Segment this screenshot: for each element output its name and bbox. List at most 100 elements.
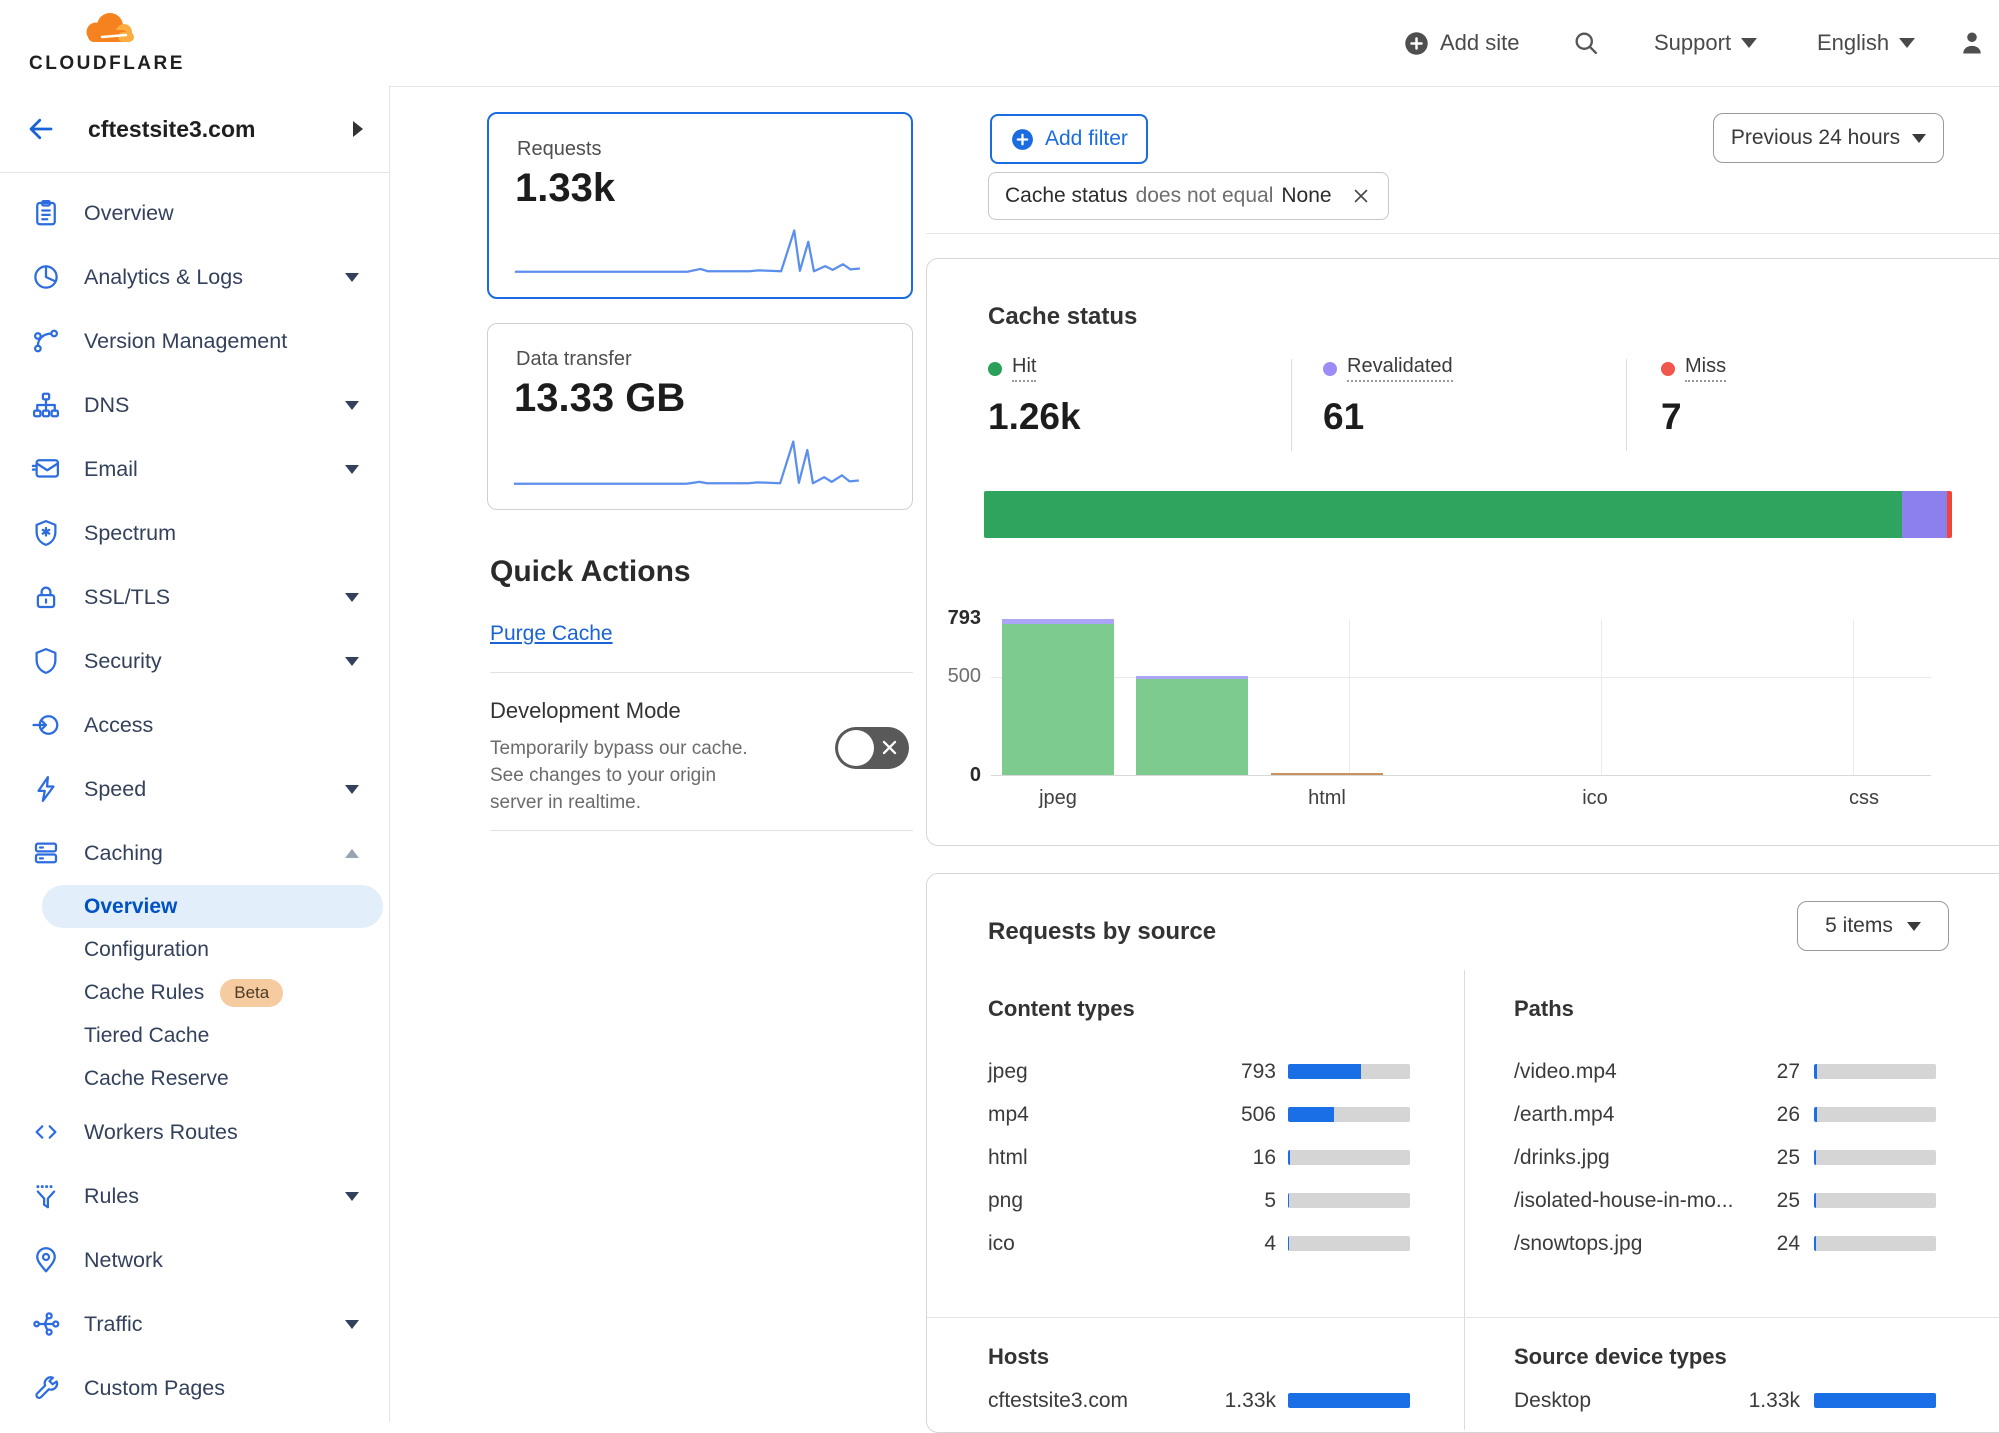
sidebar-item-ssl-tls[interactable]: SSL/TLS	[0, 565, 389, 629]
sidebar-subitem-cache-rules[interactable]: Cache Rules Beta	[0, 971, 389, 1014]
row-bar-fill	[1288, 1393, 1410, 1408]
source-device-types-header: Source device types	[1514, 1344, 1727, 1369]
sidebar-item-analytics-logs[interactable]: Analytics & Logs	[0, 245, 389, 309]
html-bar[interactable]	[1270, 619, 1383, 776]
row-value: 793	[1240, 1059, 1276, 1083]
chevron-right-icon[interactable]	[353, 121, 363, 137]
bar-6[interactable]	[1673, 619, 1786, 776]
sidebar-item-version-management[interactable]: Version Management	[0, 309, 389, 373]
row-label: png	[988, 1188, 1024, 1212]
table-row[interactable]: /drinks.jpg 25	[1514, 1136, 1944, 1179]
sidebar-item-label: Speed	[84, 776, 147, 801]
back-arrow-icon[interactable]	[26, 114, 56, 144]
jpeg-bar[interactable]	[1002, 619, 1115, 776]
revalidated-label[interactable]: Revalidated	[1347, 355, 1453, 382]
cloudflare-logo[interactable]: CLOUDFLARE	[22, 6, 192, 75]
items-count-dropdown[interactable]: 5 items	[1797, 901, 1949, 951]
add-site-button[interactable]: Add site	[1403, 0, 1520, 86]
table-row[interactable]: /earth.mp4 26	[1514, 1093, 1944, 1136]
table-row[interactable]: png 5	[988, 1179, 1418, 1222]
sidebar-item-caching[interactable]: Caching	[0, 821, 389, 885]
purge-cache-link[interactable]: Purge Cache	[490, 622, 613, 645]
css-bar[interactable]	[1807, 619, 1920, 776]
sidebar-item-label: Email	[84, 456, 138, 481]
row-bar	[1814, 1150, 1936, 1165]
sidebar-item-traffic[interactable]: Traffic	[0, 1292, 389, 1356]
row-label: ico	[988, 1231, 1015, 1255]
sidebar-item-email[interactable]: Email	[0, 437, 389, 501]
bar-slot-html	[1260, 619, 1394, 776]
table-row[interactable]: cftestsite3.com 1.33k	[988, 1379, 1418, 1422]
sidebar-item-rules[interactable]: Rules	[0, 1164, 389, 1228]
table-row[interactable]: jpeg 793	[988, 1050, 1418, 1093]
table-row[interactable]: ico 4	[988, 1222, 1418, 1265]
chevron-down-icon	[345, 592, 359, 602]
pie-chart-icon	[30, 261, 62, 293]
sidebar-item-label: Analytics & Logs	[84, 264, 243, 289]
row-label: /snowtops.jpg	[1514, 1231, 1643, 1255]
row-bar-fill	[1814, 1236, 1817, 1251]
png-bar[interactable]	[1404, 619, 1517, 776]
sidebar-item-custom-pages[interactable]: Custom Pages	[0, 1356, 389, 1420]
mp4-bar[interactable]	[1136, 619, 1249, 776]
account-menu[interactable]	[1958, 0, 1986, 86]
development-mode-toggle[interactable]	[835, 727, 909, 769]
hosts-header: Hosts	[988, 1344, 1050, 1369]
sidebar-item-label: Version Management	[84, 328, 288, 353]
table-row[interactable]: Desktop 1.33k	[1514, 1379, 1944, 1422]
table-row[interactable]: /video.mp4 27	[1514, 1050, 1944, 1093]
gridline	[1853, 619, 1854, 776]
chevron-up-icon	[345, 848, 359, 858]
sidebar-item-spectrum[interactable]: Spectrum	[0, 501, 389, 565]
language-menu[interactable]: English	[1817, 0, 1916, 86]
sidebar-item-overview[interactable]: Overview	[0, 181, 389, 245]
filter-chip[interactable]: Cache status does not equal None	[988, 172, 1389, 220]
bar-segment	[1002, 619, 1115, 624]
table-row[interactable]: /snowtops.jpg 24	[1514, 1222, 1944, 1265]
sidebar-item-network[interactable]: Network	[0, 1228, 389, 1292]
row-bar	[1814, 1236, 1936, 1251]
data-transfer-metric-card[interactable]: Data transfer 13.33 GB	[487, 323, 913, 510]
sidebar-item-security[interactable]: Security	[0, 629, 389, 693]
revalidated-segment	[1902, 491, 1947, 538]
miss-label[interactable]: Miss	[1685, 355, 1727, 382]
sidebar-item-label: Overview	[84, 200, 174, 225]
sidebar-item-label: Spectrum	[84, 520, 177, 545]
add-filter-button[interactable]: Add filter	[990, 114, 1148, 164]
row-bar	[1288, 1236, 1410, 1251]
search-button[interactable]	[1572, 0, 1600, 86]
sidebar-subitem-configuration[interactable]: Configuration	[0, 928, 389, 971]
bar-slot-css	[1797, 619, 1931, 776]
sidebar-subitem-label: Cache Rules	[84, 980, 205, 1004]
sidebar-item-dns[interactable]: DNS	[0, 373, 389, 437]
time-range-dropdown[interactable]: Previous 24 hours	[1713, 113, 1944, 163]
ico-bar[interactable]	[1539, 619, 1652, 776]
support-menu[interactable]: Support	[1654, 0, 1758, 86]
lightning-icon	[30, 773, 62, 805]
sidebar-subitem-cache-reserve[interactable]: Cache Reserve	[0, 1057, 389, 1100]
sidebar-subitem-label: Cache Reserve	[84, 1066, 229, 1090]
chevron-down-icon	[345, 656, 359, 666]
sidebar-item-speed[interactable]: Speed	[0, 757, 389, 821]
table-row[interactable]: html 16	[988, 1136, 1418, 1179]
gridline	[1601, 619, 1602, 776]
hit-label[interactable]: Hit	[1012, 355, 1037, 382]
sidebar-subitem-caching-overview[interactable]: Overview	[42, 885, 383, 928]
remove-filter-button[interactable]	[1350, 185, 1372, 207]
table-row[interactable]: /isolated-house-in-mo... 25	[1514, 1179, 1944, 1222]
cache-status-panel: Cache status Hit 1.26k Revalidated 61 Mi…	[926, 258, 1999, 846]
share-nodes-icon	[30, 1308, 62, 1340]
requests-metric-card[interactable]: Requests 1.33k	[487, 112, 913, 299]
sidebar-item-label: Network	[84, 1247, 163, 1272]
bar-segment	[1136, 678, 1249, 776]
sidebar-subitem-tiered-cache[interactable]: Tiered Cache	[0, 1014, 389, 1057]
table-row[interactable]: mp4 506	[988, 1093, 1418, 1136]
x-axis-line	[991, 775, 1931, 776]
sidebar-item-workers-routes[interactable]: Workers Routes	[0, 1100, 389, 1164]
y-axis-tick: 500	[947, 665, 981, 687]
row-value: 1.33k	[1224, 1388, 1276, 1412]
sidebar-item-access[interactable]: Access	[0, 693, 389, 757]
row-value: 506	[1240, 1102, 1276, 1126]
requests-card-label: Requests	[517, 138, 602, 160]
sidebar-item-label: Security	[84, 648, 162, 673]
